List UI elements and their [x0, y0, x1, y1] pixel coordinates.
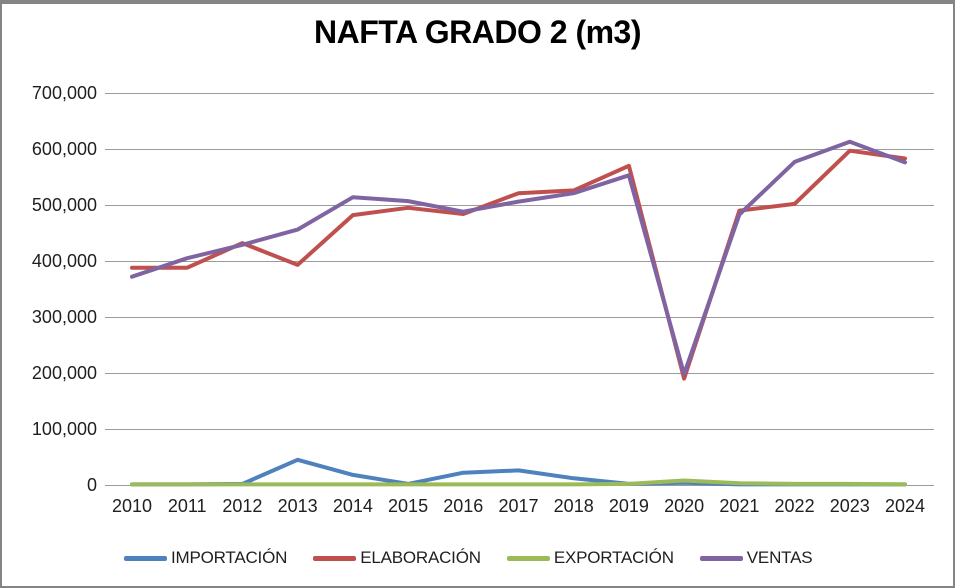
legend-item-exportación: EXPORTACIÓN: [506, 548, 674, 568]
x-tick-label: 2016: [443, 496, 484, 516]
legend-line-swatch: [506, 555, 550, 561]
y-tick-label: 600,000: [31, 139, 97, 159]
series-line-ventas: [130, 139, 907, 377]
x-tick-label: 2012: [222, 496, 263, 516]
legend-item-elaboración: ELABORACIÓN: [313, 548, 481, 568]
x-tick-label: 2015: [388, 496, 429, 516]
legend-item-ventas: VENTAS: [699, 548, 813, 568]
gridline: [105, 317, 934, 318]
legend-line-swatch: [124, 555, 167, 561]
x-tick-label: 2020: [664, 496, 705, 516]
gridline: [105, 429, 934, 430]
gridline: [105, 261, 934, 262]
gridline: [105, 93, 934, 94]
legend: IMPORTACIÓN ELABORACIÓN EXPORTACIÓN VENTAS: [124, 545, 813, 571]
legend-label: ELABORACIÓN: [360, 548, 481, 567]
y-tick-label: 400,000: [31, 251, 97, 271]
legend-item-importación: IMPORTACIÓN: [124, 548, 287, 568]
y-tick-label: 200,000: [31, 363, 97, 383]
x-tick-label: 2013: [277, 496, 318, 516]
x-tick-label: 2017: [498, 496, 539, 516]
x-tick-label: 2022: [774, 496, 815, 516]
x-tick-label: 2021: [719, 496, 760, 516]
y-tick-label: 100,000: [31, 419, 97, 439]
legend-line-swatch: [313, 555, 357, 561]
x-tick-label: 2023: [829, 496, 870, 516]
series-lines: [130, 139, 907, 487]
legend-label: VENTAS: [746, 548, 813, 567]
series-line-elaboración: [130, 148, 907, 381]
gridline: [105, 149, 934, 150]
x-tick-label: 2019: [608, 496, 649, 516]
x-tick-label: 2014: [332, 496, 373, 516]
y-tick-label: 700,000: [31, 83, 97, 103]
series-line-exportación: [130, 478, 907, 487]
legend-line-swatch: [699, 555, 743, 561]
y-tick-label: 500,000: [31, 195, 97, 215]
x-tick-label: 2018: [553, 496, 594, 516]
legend-label: IMPORTACIÓN: [171, 548, 288, 567]
gridline: [105, 205, 934, 206]
y-tick-label: 0: [86, 475, 97, 495]
gridline: [105, 373, 934, 374]
x-tick-label: 2010: [111, 496, 153, 516]
x-tick-label: 2011: [167, 496, 207, 516]
x-tick-label: 2024: [884, 496, 926, 516]
chart-title: NAFTA GRADO 2 (m3): [314, 14, 642, 50]
legend-label: EXPORTACIÓN: [553, 548, 674, 567]
y-tick-label: 300,000: [31, 307, 97, 327]
series-line-importación: [130, 457, 907, 487]
